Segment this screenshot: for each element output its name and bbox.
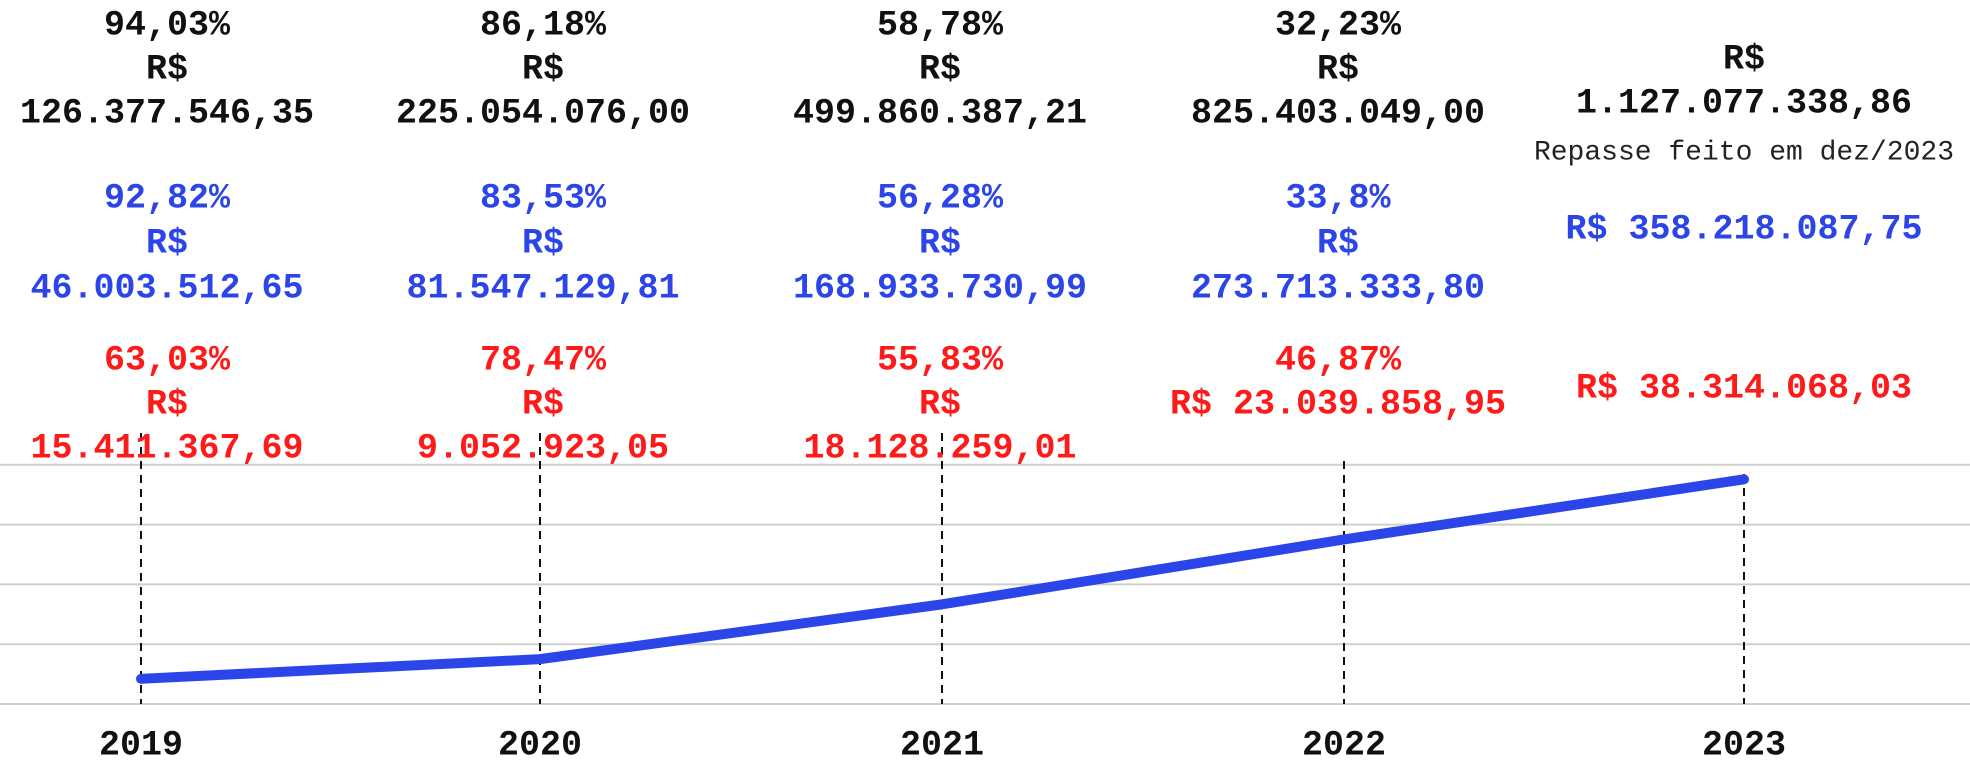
chart: 201994,03%R$126.377.546,3592,82%R$46.003… <box>0 0 1970 760</box>
red-label: 9.052.923,05 <box>417 428 669 468</box>
total-label: 58,78% <box>877 5 1004 45</box>
blue-label: 168.933.730,99 <box>793 268 1087 308</box>
blue-label: 46.003.512,65 <box>30 268 303 308</box>
red-label: 46,87% <box>1275 340 1402 380</box>
page: {"chart_data": { "type": "line", "catego… <box>0 0 1970 760</box>
total-label: R$ <box>522 49 564 89</box>
total-label: R$ <box>1317 49 1359 89</box>
blue-label: 92,82% <box>104 178 231 218</box>
red-label: R$ <box>146 384 188 424</box>
total-label: R$ <box>919 49 961 89</box>
total-label: R$ <box>1723 39 1765 79</box>
red-label: 18.128.259,01 <box>803 428 1076 468</box>
value-label: 225.054.076,00 <box>396 93 690 133</box>
x-tick-label: 2020 <box>498 725 582 760</box>
blue-label: R$ <box>522 223 564 263</box>
red-label: R$ <box>522 384 564 424</box>
value-label: 126.377.546,35 <box>20 93 314 133</box>
blue-label: 56,28% <box>877 178 1004 218</box>
value-label: 825.403.049,00 <box>1191 93 1485 133</box>
note: Repasse feito em dez/2023 <box>1534 137 1954 168</box>
blue-label: 83,53% <box>480 178 607 218</box>
red-label: 55,83% <box>877 340 1004 380</box>
x-tick-label: 2023 <box>1702 725 1786 760</box>
blue-label: 33,8% <box>1285 178 1391 218</box>
total-label: R$ <box>146 49 188 89</box>
blue-label: 273.713.333,80 <box>1191 268 1485 308</box>
blue-label: R$ <box>1317 223 1359 263</box>
total-label: 86,18% <box>480 5 607 45</box>
total-label: 94,03% <box>104 5 231 45</box>
x-tick-label: 2019 <box>99 725 183 760</box>
value-label: 1.127.077.338,86 <box>1576 83 1912 123</box>
total-label: 32,23% <box>1275 5 1402 45</box>
red-label: 63,03% <box>104 340 231 380</box>
red-label: R$ 38.314.068,03 <box>1576 368 1912 408</box>
red-label: 78,47% <box>480 340 607 380</box>
x-tick-label: 2022 <box>1302 725 1386 760</box>
value-label: 499.860.387,21 <box>793 93 1087 133</box>
red-label: 15.411.367,69 <box>30 428 303 468</box>
blue-label: R$ <box>919 223 961 263</box>
red-label: R$ <box>919 384 961 424</box>
blue-label: R$ 358.218.087,75 <box>1565 209 1922 249</box>
blue-label: R$ <box>146 223 188 263</box>
red-label: R$ 23.039.858,95 <box>1170 384 1506 424</box>
blue-label: 81.547.129,81 <box>406 268 679 308</box>
x-tick-label: 2021 <box>900 725 984 760</box>
